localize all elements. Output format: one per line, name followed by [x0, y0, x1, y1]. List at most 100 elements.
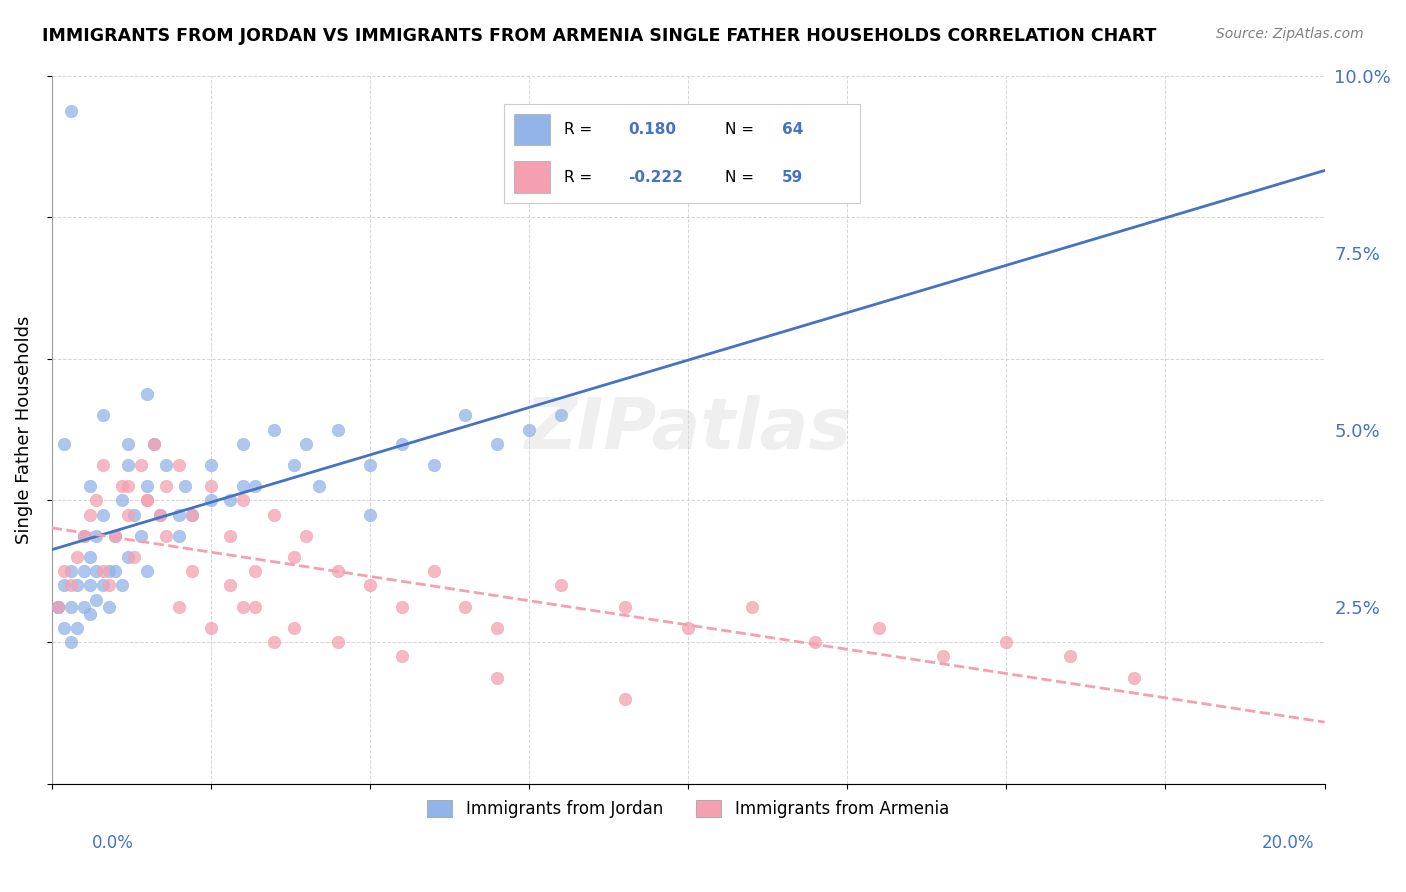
- Point: [741, 599, 763, 614]
- Point: [232, 493, 254, 508]
- Point: [91, 578, 114, 592]
- Point: [98, 564, 121, 578]
- Point: [79, 607, 101, 621]
- Point: [142, 437, 165, 451]
- Point: [245, 564, 267, 578]
- Point: [200, 493, 222, 508]
- Point: [804, 635, 827, 649]
- Point: [79, 508, 101, 522]
- Point: [422, 564, 444, 578]
- Point: [326, 635, 349, 649]
- Point: [84, 493, 107, 508]
- Point: [486, 621, 509, 635]
- Text: 0.0%: 0.0%: [91, 834, 134, 852]
- Text: 20.0%: 20.0%: [1263, 834, 1315, 852]
- Point: [46, 599, 69, 614]
- Point: [53, 621, 76, 635]
- Point: [613, 691, 636, 706]
- Point: [232, 479, 254, 493]
- Point: [79, 578, 101, 592]
- Point: [91, 564, 114, 578]
- Point: [180, 564, 202, 578]
- Point: [359, 458, 381, 472]
- Point: [613, 599, 636, 614]
- Point: [79, 550, 101, 565]
- Point: [295, 529, 318, 543]
- Point: [232, 599, 254, 614]
- Point: [84, 529, 107, 543]
- Point: [486, 671, 509, 685]
- Point: [263, 423, 285, 437]
- Point: [219, 493, 242, 508]
- Point: [200, 458, 222, 472]
- Point: [59, 564, 82, 578]
- Point: [136, 493, 159, 508]
- Point: [104, 529, 127, 543]
- Point: [117, 479, 139, 493]
- Point: [995, 635, 1018, 649]
- Point: [326, 423, 349, 437]
- Point: [232, 437, 254, 451]
- Point: [486, 437, 509, 451]
- Point: [149, 508, 172, 522]
- Point: [124, 508, 146, 522]
- Text: ZIPatlas: ZIPatlas: [524, 395, 852, 464]
- Point: [219, 529, 242, 543]
- Point: [91, 508, 114, 522]
- Point: [422, 458, 444, 472]
- Point: [1059, 649, 1081, 664]
- Point: [111, 493, 134, 508]
- Point: [167, 508, 190, 522]
- Point: [200, 479, 222, 493]
- Point: [59, 599, 82, 614]
- Point: [676, 621, 699, 635]
- Point: [245, 599, 267, 614]
- Point: [308, 479, 330, 493]
- Point: [53, 437, 76, 451]
- Text: IMMIGRANTS FROM JORDAN VS IMMIGRANTS FROM ARMENIA SINGLE FATHER HOUSEHOLDS CORRE: IMMIGRANTS FROM JORDAN VS IMMIGRANTS FRO…: [42, 27, 1157, 45]
- Point: [98, 578, 121, 592]
- Point: [104, 529, 127, 543]
- Point: [454, 599, 477, 614]
- Point: [326, 564, 349, 578]
- Point: [72, 529, 94, 543]
- Point: [245, 479, 267, 493]
- Point: [66, 578, 89, 592]
- Point: [167, 599, 190, 614]
- Point: [149, 508, 172, 522]
- Point: [167, 458, 190, 472]
- Point: [79, 479, 101, 493]
- Point: [454, 409, 477, 423]
- Point: [136, 479, 159, 493]
- Point: [174, 479, 197, 493]
- Point: [59, 578, 82, 592]
- Point: [1122, 671, 1144, 685]
- Point: [91, 409, 114, 423]
- Y-axis label: Single Father Households: Single Father Households: [15, 316, 32, 544]
- Point: [180, 508, 202, 522]
- Point: [868, 621, 890, 635]
- Point: [263, 508, 285, 522]
- Point: [295, 437, 318, 451]
- Point: [517, 423, 540, 437]
- Point: [283, 621, 305, 635]
- Point: [391, 649, 413, 664]
- Point: [84, 592, 107, 607]
- Point: [46, 599, 69, 614]
- Legend: Immigrants from Jordan, Immigrants from Armenia: Immigrants from Jordan, Immigrants from …: [420, 794, 956, 825]
- Point: [167, 529, 190, 543]
- Point: [111, 479, 134, 493]
- Point: [359, 508, 381, 522]
- Point: [53, 578, 76, 592]
- Point: [283, 550, 305, 565]
- Point: [59, 635, 82, 649]
- Point: [129, 458, 152, 472]
- Point: [155, 529, 177, 543]
- Point: [263, 635, 285, 649]
- Text: Source: ZipAtlas.com: Source: ZipAtlas.com: [1216, 27, 1364, 41]
- Point: [66, 550, 89, 565]
- Point: [59, 103, 82, 118]
- Point: [117, 437, 139, 451]
- Point: [550, 409, 572, 423]
- Point: [72, 564, 94, 578]
